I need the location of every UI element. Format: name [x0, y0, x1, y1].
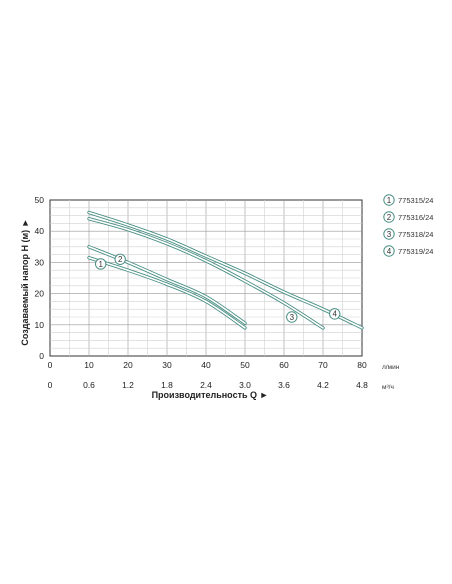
x-tick-label-m3h: 0: [48, 380, 53, 390]
unit-lpm: л/мин: [382, 364, 400, 371]
x-tick-label-lpm: 40: [201, 360, 211, 370]
marker-label: 3: [290, 313, 295, 322]
legend-item-1: 1 775315/24: [383, 194, 433, 206]
marker-label: 2: [118, 255, 123, 264]
x-tick-label-m3h: 4.2: [317, 380, 329, 390]
legend-marker: [383, 194, 395, 206]
legend-label: 775319/24: [398, 247, 433, 256]
y-tick-label: 30: [35, 257, 45, 267]
legend-item-4: 4 775319/24: [383, 245, 433, 257]
x-tick-label-lpm: 60: [279, 360, 289, 370]
marker-label: 4: [332, 310, 337, 319]
y-tick-label: 50: [35, 195, 45, 205]
curve-marker-2: 2: [114, 253, 126, 265]
legend-item-3: 3 775318/24: [383, 228, 433, 240]
curve-marker-4: 4: [329, 308, 341, 320]
x-tick-label-m3h: 1.8: [161, 380, 173, 390]
legend-label: 775318/24: [398, 230, 433, 239]
x-tick-label-lpm: 20: [123, 360, 133, 370]
legend: 1 775315/24 2 775316/24 3 775318/24 4 775319/24: [383, 194, 433, 257]
legend-item-2: 2 775316/24: [383, 211, 433, 223]
marker-label: 1: [98, 260, 103, 269]
x-tick-label-lpm: 30: [162, 360, 172, 370]
x-axis-label: Производительность Q ►: [152, 390, 269, 400]
x-tick-label-lpm: 70: [318, 360, 328, 370]
x-tick-label-m3h: 3.0: [239, 380, 251, 390]
legend-marker-label: 2: [387, 213, 392, 222]
x-tick-label-m3h: 0.6: [83, 380, 95, 390]
legend-label: 775315/24: [398, 196, 433, 205]
marker-circle: [95, 258, 107, 270]
series-line-1: [88, 256, 246, 329]
series-line-4: [88, 211, 363, 329]
legend-label: 775316/24: [398, 213, 433, 222]
x-tick-label-lpm: 10: [84, 360, 94, 370]
legend-marker-label: 1: [387, 196, 392, 205]
x-tick-label-m3h: 2.4: [200, 380, 212, 390]
y-tick-label: 0: [39, 351, 44, 361]
series-line-3: [88, 217, 324, 329]
y-tick-label: 20: [35, 289, 45, 299]
x-tick-label-lpm: 80: [357, 360, 367, 370]
marker-circle: [286, 311, 298, 323]
curve-marker-1: 1: [95, 258, 107, 270]
grid: [49, 199, 363, 357]
curve-marker-3: 3: [286, 311, 298, 323]
unit-m3h: м³/ч: [382, 384, 394, 391]
legend-marker: [383, 245, 395, 257]
y-tick-label: 10: [35, 320, 45, 330]
legend-marker-label: 3: [387, 230, 392, 239]
legend-marker: [383, 211, 395, 223]
x-tick-label-m3h: 3.6: [278, 380, 290, 390]
x-tick-label-lpm: 0: [48, 360, 53, 370]
curve-markers: 1 2 3 4: [95, 253, 341, 323]
legend-marker-label: 4: [387, 247, 392, 256]
x-tick-label-m3h: 4.8: [356, 380, 368, 390]
marker-circle: [114, 253, 126, 265]
legend-marker: [383, 228, 395, 240]
marker-circle: [329, 308, 341, 320]
y-tick-label: 40: [35, 226, 45, 236]
x-tick-label-lpm: 50: [240, 360, 250, 370]
tick-labels: 0 10 20 30 40 50 0 10 20 30 40 50 60 70 80 0 0.6 1.2 1.8 2.…: [35, 195, 369, 390]
y-axis-label: Создаваемый напор H (м) ►: [20, 218, 30, 345]
x-tick-label-m3h: 1.2: [122, 380, 134, 390]
